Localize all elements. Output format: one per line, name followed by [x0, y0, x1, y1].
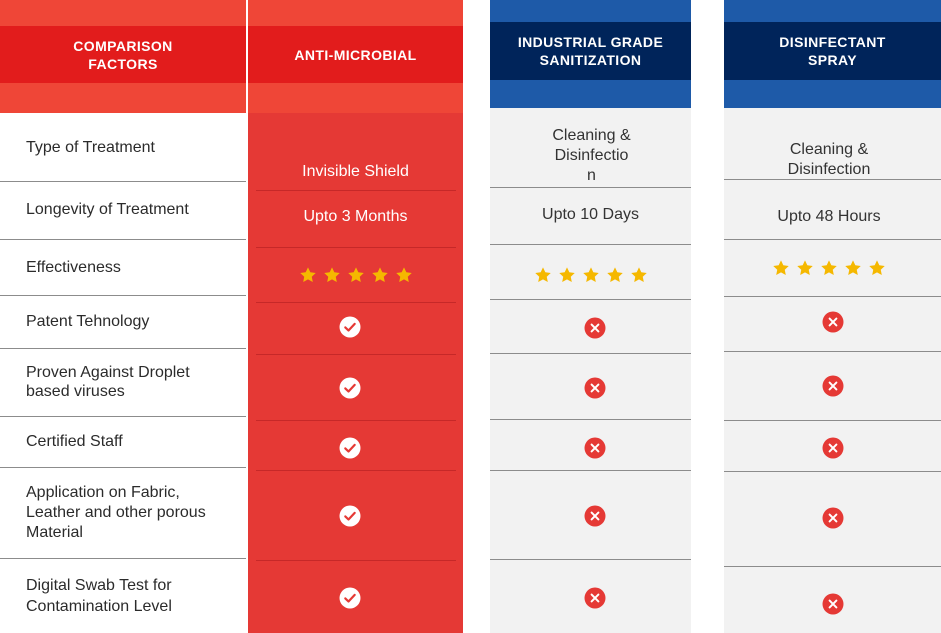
disinfectant-column-bg — [724, 108, 941, 633]
factor-label: Digital Swab Test for Contamination Leve… — [26, 576, 172, 615]
star-icon — [558, 266, 576, 284]
disinfectant-type: Cleaning & Disinfection — [787, 141, 871, 178]
industrial-row-divider — [490, 419, 691, 420]
industrial-row-divider — [490, 470, 691, 471]
header-anti-microbial: ANTI-MICROBIAL — [248, 0, 463, 113]
anti-microbial-column-bg — [248, 113, 463, 633]
factors-row-divider — [0, 416, 246, 417]
star-icon — [299, 266, 317, 284]
disinfectant-row-divider — [724, 239, 941, 240]
cross-circle-icon — [822, 593, 844, 615]
check-circle-icon — [339, 587, 361, 609]
industrial-row-divider — [490, 353, 691, 354]
star-icon — [630, 266, 648, 284]
cross-circle-icon — [584, 587, 606, 609]
industrial-type: Cleaning & Disinfectio n — [552, 127, 631, 184]
cross-circle-icon — [822, 375, 844, 397]
industrial-column-bg — [490, 108, 691, 633]
factor-label: Longevity of Treatment — [26, 201, 189, 218]
anti-microbial-rating — [248, 266, 463, 284]
anti-microbial-row-divider — [256, 302, 456, 303]
anti-microbial-row-divider — [256, 354, 456, 355]
disinfectant-row-divider — [724, 566, 941, 567]
disinfectant-row-divider — [724, 420, 941, 421]
star-icon — [347, 266, 365, 284]
factors-row-divider — [0, 181, 246, 182]
star-icon — [772, 259, 790, 277]
anti-microbial-row-divider — [256, 247, 456, 248]
check-circle-icon — [339, 505, 361, 527]
anti-microbial-longevity: Upto 3 Months — [303, 208, 408, 225]
check-circle-icon — [339, 437, 361, 459]
industrial-rating — [490, 266, 691, 284]
star-icon — [323, 266, 341, 284]
header-industrial: INDUSTRIAL GRADE SANITIZATION — [490, 0, 691, 108]
industrial-longevity: Upto 10 Days — [542, 206, 639, 223]
industrial-row-divider — [490, 244, 691, 245]
industrial-row-divider — [490, 559, 691, 560]
factor-label: Effectiveness — [26, 258, 121, 276]
industrial-row-divider — [490, 299, 691, 300]
factor-label: Patent Tehnology — [26, 313, 150, 330]
star-icon — [371, 266, 389, 284]
star-icon — [820, 259, 838, 277]
anti-microbial-row-divider — [256, 420, 456, 421]
header-factors-label: COMPARISON FACTORS — [73, 37, 173, 72]
anti-microbial-type: Invisible Shield — [302, 163, 409, 180]
disinfectant-rating — [724, 259, 934, 277]
star-icon — [395, 266, 413, 284]
check-circle-icon — [339, 377, 361, 399]
disinfectant-row-divider — [724, 179, 941, 180]
star-icon — [868, 259, 886, 277]
disinfectant-row-divider — [724, 471, 941, 472]
factor-label: Type of Treatment — [26, 138, 155, 156]
factors-row-divider — [0, 295, 246, 296]
cross-circle-icon — [584, 317, 606, 339]
factor-label: Application on Fabric, Leather and other… — [26, 483, 206, 541]
disinfectant-row-divider — [724, 351, 941, 352]
cross-circle-icon — [822, 507, 844, 529]
anti-microbial-row-divider — [256, 470, 456, 471]
header-anti-microbial-label: ANTI-MICROBIAL — [294, 46, 417, 63]
cross-circle-icon — [584, 437, 606, 459]
cross-circle-icon — [822, 311, 844, 333]
disinfectant-longevity: Upto 48 Hours — [777, 208, 881, 225]
industrial-row-divider — [490, 187, 691, 188]
header-disinfectant-label: DISINFECTANT SPRAY — [779, 34, 886, 68]
factors-row-divider — [0, 467, 246, 468]
cross-circle-icon — [822, 437, 844, 459]
cross-circle-icon — [584, 505, 606, 527]
disinfectant-row-divider — [724, 296, 941, 297]
anti-microbial-row-divider — [256, 560, 456, 561]
factor-label: Certified Staff — [26, 433, 123, 450]
check-circle-icon — [339, 316, 361, 338]
star-icon — [844, 259, 862, 277]
cross-circle-icon — [584, 377, 606, 399]
factor-label: Proven Against Droplet based viruses — [26, 364, 190, 400]
anti-microbial-row-divider — [256, 190, 456, 191]
factors-row-divider — [0, 558, 246, 559]
star-icon — [582, 266, 600, 284]
factors-row-divider — [0, 239, 246, 240]
star-icon — [534, 266, 552, 284]
header-industrial-label: INDUSTRIAL GRADE SANITIZATION — [517, 34, 664, 68]
header-comparison-factors: COMPARISON FACTORS — [0, 0, 246, 113]
star-icon — [606, 266, 624, 284]
star-icon — [796, 259, 814, 277]
factors-row-divider — [0, 348, 246, 349]
header-disinfectant: DISINFECTANT SPRAY — [724, 0, 941, 108]
